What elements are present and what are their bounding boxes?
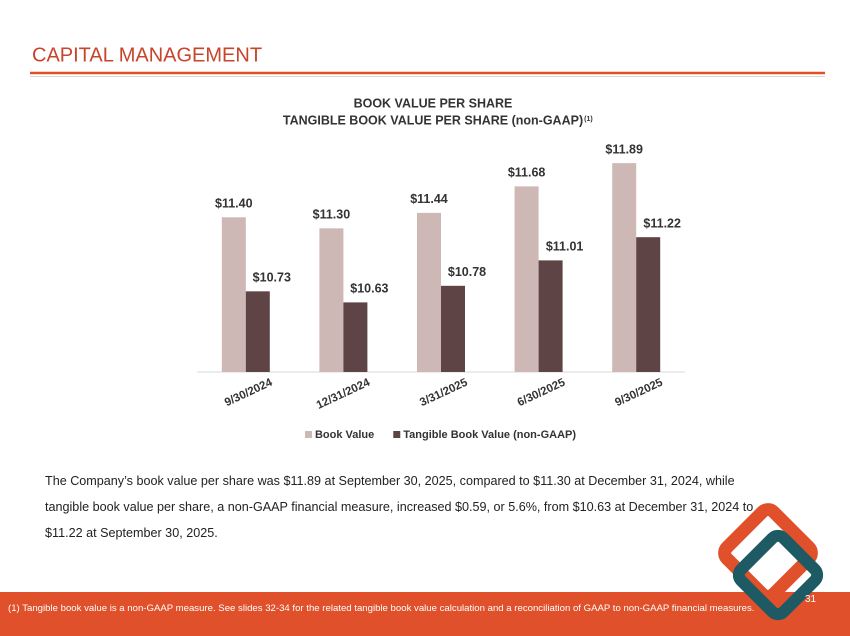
slide-title: CAPITAL MANAGEMENT [32, 44, 262, 66]
data-label: $10.78 [448, 265, 486, 279]
data-label: $11.68 [508, 166, 546, 180]
body-text: The Company’s book value per share was $… [45, 474, 754, 540]
page-number: 31 [805, 594, 817, 605]
logo [718, 503, 824, 621]
bar [612, 163, 637, 372]
subtitle-note: (1) [584, 116, 593, 123]
legend-label: Book Value [315, 429, 374, 441]
bar [417, 212, 441, 372]
chart-subtitle: TANGIBLE BOOK VALUE PER SHARE (non-GAAP) [283, 113, 583, 127]
bar [319, 228, 344, 372]
chart-title: BOOK VALUE PER SHARE [354, 96, 513, 110]
data-label: $10.73 [253, 271, 291, 285]
bar [538, 260, 563, 372]
data-label: $11.40 [215, 197, 253, 211]
legend-swatch [393, 431, 401, 438]
legend-swatch [304, 431, 312, 438]
data-label: $11.22 [643, 216, 681, 230]
x-tick-label: 6/30/2025 [516, 376, 568, 409]
data-label: $11.44 [410, 192, 448, 206]
logo-teal [732, 529, 824, 621]
footnote: (1) Tangible book value is a non-GAAP me… [8, 603, 755, 614]
data-label: $11.01 [546, 240, 584, 254]
bar [514, 186, 539, 372]
data-label: $11.30 [313, 208, 351, 222]
bar [441, 285, 465, 372]
bar [245, 291, 270, 372]
data-label: $11.89 [605, 142, 643, 156]
data-label: $10.63 [350, 282, 388, 296]
legend-label: Tangible Book Value (non-GAAP) [403, 429, 576, 441]
footer-band [0, 592, 850, 636]
x-tick-label: 9/30/2024 [223, 376, 275, 409]
x-tick-label: 12/31/2024 [315, 376, 373, 411]
bar [221, 217, 246, 372]
bar [343, 302, 368, 372]
x-tick-label: 9/30/2025 [613, 376, 665, 409]
bar [636, 237, 661, 372]
x-tick-label: 3/31/2025 [418, 376, 470, 409]
